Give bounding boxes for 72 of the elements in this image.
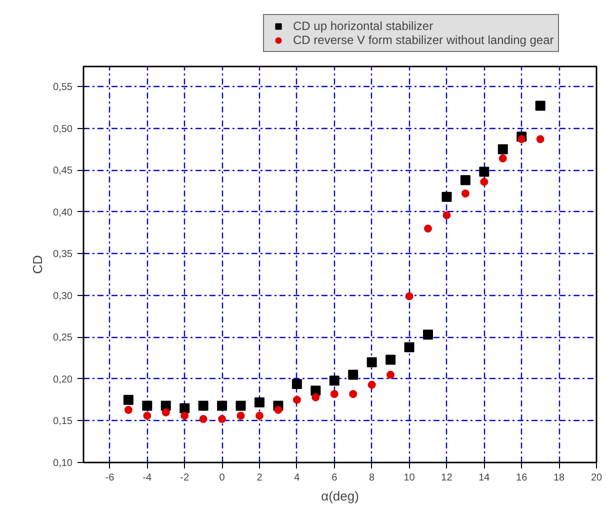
point <box>349 390 358 398</box>
point <box>310 386 321 396</box>
point <box>442 192 452 202</box>
y-tick-label: 0,55 <box>53 82 73 94</box>
point <box>143 412 152 420</box>
point <box>292 378 302 389</box>
point <box>348 370 358 380</box>
point <box>124 406 132 414</box>
x-axis-title: α(deg) <box>321 488 359 504</box>
point <box>479 166 490 177</box>
point <box>366 357 377 368</box>
point <box>404 342 414 352</box>
point <box>518 135 526 144</box>
point <box>199 415 208 424</box>
point <box>386 370 395 379</box>
point <box>386 354 396 365</box>
point <box>368 380 376 389</box>
point <box>217 400 228 411</box>
y-tick-label: 0,25 <box>53 332 73 344</box>
point <box>330 390 338 398</box>
x-tick-label: 8 <box>369 472 376 484</box>
point <box>442 211 451 220</box>
point <box>180 403 190 414</box>
y-tick-label: 0,50 <box>53 124 73 135</box>
x-tick-label: 2 <box>256 472 263 484</box>
point <box>142 400 152 411</box>
point <box>422 330 433 340</box>
x-tick-label: 6 <box>332 472 338 484</box>
x-tick-label: 14 <box>478 472 490 484</box>
point <box>218 415 226 424</box>
point <box>162 408 170 416</box>
point <box>498 144 508 154</box>
point <box>535 100 546 111</box>
point <box>292 396 301 404</box>
point <box>424 224 432 233</box>
x-tick-label: 10 <box>404 472 416 484</box>
point <box>160 400 171 411</box>
point <box>536 135 544 144</box>
x-tick-label: 16 <box>516 472 528 484</box>
point <box>198 400 208 411</box>
point <box>123 394 134 405</box>
point <box>480 178 488 186</box>
point <box>236 412 245 420</box>
y-tick-label: 0,15 <box>53 416 73 428</box>
point <box>180 412 189 420</box>
y-tick-label: 0,40 <box>53 207 73 218</box>
point <box>460 175 470 186</box>
point <box>254 397 264 408</box>
x-tick-label: -2 <box>180 472 190 484</box>
point <box>274 406 282 414</box>
x-tick-label: 18 <box>553 472 566 484</box>
y-tick-label: 0,20 <box>53 374 73 386</box>
x-tick-label: 20 <box>590 472 602 484</box>
point <box>461 189 470 198</box>
point <box>312 393 320 402</box>
point <box>236 400 246 411</box>
x-tick-label: 4 <box>294 472 300 484</box>
y-tick-label: 0,30 <box>53 290 73 302</box>
x-tick-label: -6 <box>105 472 115 484</box>
point <box>405 292 414 300</box>
x-tick-label: 12 <box>441 472 453 484</box>
point <box>329 376 340 386</box>
y-axis-title: CD <box>30 255 46 274</box>
y-tick-label: 0,10 <box>53 458 73 469</box>
y-tick-label: 0,45 <box>53 166 73 177</box>
point <box>255 412 264 420</box>
y-tick-label: 0,35 <box>53 249 73 260</box>
point <box>498 154 507 162</box>
x-tick-label: 0 <box>219 472 226 484</box>
x-tick-label: -4 <box>142 472 152 484</box>
legend-label: CD reverse V form stabilizer without landing gear <box>293 33 554 47</box>
legend-label: CD up horizontal stabilizer <box>293 19 434 33</box>
